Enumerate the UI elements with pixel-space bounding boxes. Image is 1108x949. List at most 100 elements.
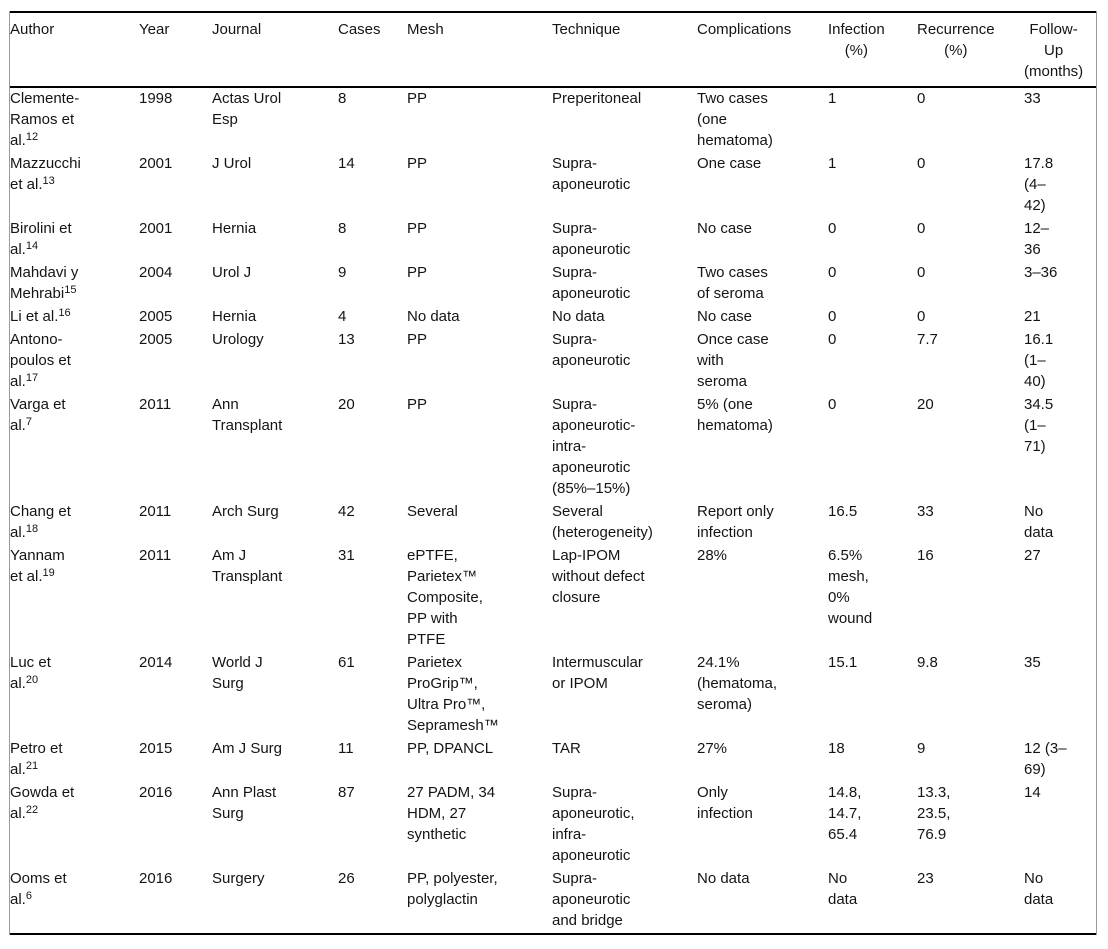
col-header-year: Year <box>139 12 212 88</box>
author-name: Antono- poulos et al. <box>10 331 71 390</box>
cell-complications: 27% <box>697 740 728 757</box>
cell-followup: 21 <box>1024 308 1041 325</box>
cell-recurrence: 9 <box>917 740 926 757</box>
cell-followup: 27 <box>1024 547 1041 564</box>
cell-author: Varga et al.7 <box>10 394 139 501</box>
cell-recurrence: 16 <box>917 547 934 564</box>
cell-cases: 8 <box>338 220 347 237</box>
cell-author: Mahdavi y Mehrabi15 <box>10 262 139 306</box>
cell-complications: Two cases (one hematoma) <box>697 90 773 149</box>
cell-mesh: PP, DPANCL <box>407 740 494 757</box>
cell-complications: 5% (one hematoma) <box>697 396 773 434</box>
cell-mesh: No data <box>407 308 460 325</box>
cell-complications: No case <box>697 308 753 325</box>
author-name: Petro et al. <box>10 740 63 778</box>
cell-technique: Supra- aponeurotic, infra- aponeurotic <box>552 784 635 864</box>
cell-cases: 42 <box>338 503 355 520</box>
cell-year: 2016 <box>139 784 173 801</box>
col-header-cases: Cases <box>338 12 407 88</box>
cell-infection: 0 <box>828 308 837 325</box>
cell-technique: Lap-IPOM without defect closure <box>552 547 645 606</box>
cell-cases: 87 <box>338 784 355 801</box>
cell-journal: Actas Urol Esp <box>212 90 282 128</box>
cell-journal: Hernia <box>212 308 257 325</box>
cell-recurrence: 7.7 <box>917 331 938 348</box>
cell-journal: Ann Transplant <box>212 396 283 434</box>
cell-complications: No case <box>697 220 753 237</box>
cell-cases: 11 <box>338 740 354 757</box>
cell-cases: 9 <box>338 264 347 281</box>
citation-ref: 20 <box>25 674 39 686</box>
cell-infection: 18 <box>828 740 845 757</box>
cell-cases: 4 <box>338 308 347 325</box>
table-row: Ooms et al.6 2016 Surgery 26 PP, polyest… <box>10 868 1096 934</box>
col-header-mesh: Mesh <box>407 12 552 88</box>
cell-mesh: PP <box>407 264 428 281</box>
cell-author: Chang et al.18 <box>10 501 139 545</box>
cell-journal: World J Surg <box>212 654 263 692</box>
cell-infection: 1 <box>828 155 837 172</box>
cell-cases: 31 <box>338 547 355 564</box>
cell-mesh: PP <box>407 396 428 413</box>
cell-followup: 35 <box>1024 654 1041 671</box>
cell-technique: Preperitoneal <box>552 90 642 107</box>
cell-author: Mazzucchi et al.13 <box>10 153 139 218</box>
col-header-technique: Technique <box>552 12 697 88</box>
study-comparison-table: Author Year Journal Cases Mesh Technique… <box>10 11 1096 935</box>
cell-recurrence: 9.8 <box>917 654 938 671</box>
cell-infection: 0 <box>828 220 837 237</box>
cell-complications: Once case with seroma <box>697 331 769 390</box>
cell-recurrence: 0 <box>917 264 926 281</box>
author-name: Li et al. <box>10 308 59 325</box>
table-row: Luc et al.20 2014 World J Surg 61 Pariet… <box>10 652 1096 738</box>
table-body: Clemente- Ramos et al.12 1998 Actas Urol… <box>10 87 1096 934</box>
citation-ref: 18 <box>25 523 39 535</box>
cell-infection: 16.5 <box>828 503 858 520</box>
table-row: Antono- poulos et al.17 2005 Urology 13 … <box>10 329 1096 394</box>
cell-followup: No data <box>1024 503 1054 541</box>
cell-author: Yannam et al.19 <box>10 545 139 652</box>
author-name: Luc et al. <box>10 654 51 692</box>
cell-year: 2016 <box>139 870 173 887</box>
author-name: Chang et al. <box>10 503 71 541</box>
cell-author: Luc et al.20 <box>10 652 139 738</box>
cell-infection: 0 <box>828 396 837 413</box>
cell-followup: 12– 36 <box>1024 220 1050 258</box>
cell-complications: One case <box>697 155 762 172</box>
cell-cases: 26 <box>338 870 355 887</box>
cell-technique: TAR <box>552 740 581 757</box>
header-row: Author Year Journal Cases Mesh Technique… <box>10 12 1096 88</box>
cell-author: Li et al.16 <box>10 306 139 329</box>
cell-author: Ooms et al.6 <box>10 868 139 934</box>
cell-mesh: PP, polyester, polyglactin <box>407 870 498 908</box>
cell-year: 1998 <box>139 90 173 107</box>
cell-journal: J Urol <box>212 155 252 172</box>
col-header-author: Author <box>10 12 139 88</box>
table-row: Yannam et al.19 2011 Am J Transplant 31 … <box>10 545 1096 652</box>
cell-year: 2001 <box>139 155 173 172</box>
cell-cases: 13 <box>338 331 355 348</box>
table-row: Clemente- Ramos et al.12 1998 Actas Urol… <box>10 87 1096 153</box>
cell-cases: 20 <box>338 396 355 413</box>
col-header-infection-pct: Infection (%) <box>828 12 917 88</box>
citation-ref: 7 <box>25 416 32 428</box>
cell-mesh: 27 PADM, 34 HDM, 27 synthetic <box>407 784 496 843</box>
cell-technique: Supra- aponeurotic and bridge <box>552 870 631 929</box>
cell-journal: Ann Plast Surg <box>212 784 277 822</box>
cell-journal: Surgery <box>212 870 265 887</box>
cell-recurrence: 20 <box>917 396 934 413</box>
cell-technique: Supra- aponeurotic- intra- aponeurotic (… <box>552 396 636 497</box>
citation-ref: 6 <box>25 890 32 902</box>
cell-author: Petro et al.21 <box>10 738 139 782</box>
cell-technique: Supra- aponeurotic <box>552 264 631 302</box>
citation-ref: 14 <box>25 240 39 252</box>
cell-recurrence: 0 <box>917 155 926 172</box>
cell-followup: 33 <box>1024 90 1041 107</box>
author-name: Gowda et al. <box>10 784 75 822</box>
cell-year: 2005 <box>139 308 173 325</box>
cell-mesh: Several <box>407 503 458 520</box>
cell-followup: 12 (3– 69) <box>1024 740 1067 778</box>
author-name: Ooms et al. <box>10 870 67 908</box>
cell-followup: No data <box>1024 870 1054 908</box>
